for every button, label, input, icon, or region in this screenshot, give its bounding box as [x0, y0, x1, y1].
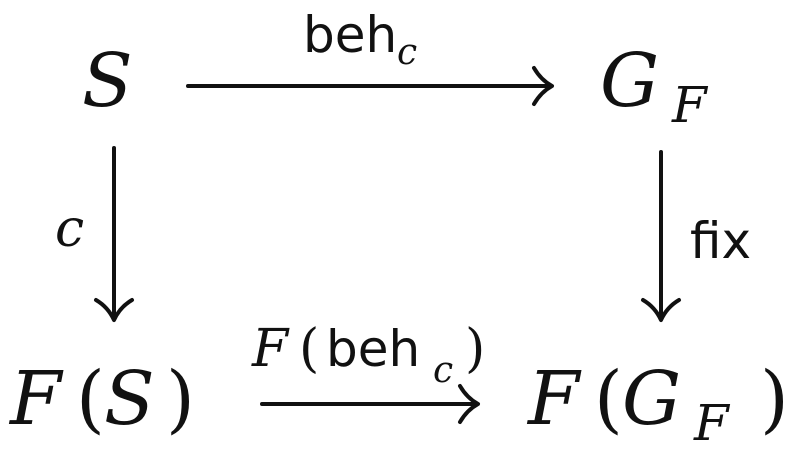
node-top-right: G F	[600, 38, 709, 134]
arrow-right-label: fix	[690, 212, 751, 270]
node-bottom-left-close-paren: )	[166, 356, 195, 442]
arrow-right: fix	[641, 150, 751, 322]
arrow-bottom: F ( beh c )	[251, 319, 485, 424]
arrow-top-label-subscript: c	[397, 32, 417, 73]
node-bottom-left: F ( S )	[8, 356, 195, 442]
arrow-bottom-label-subscript: c	[433, 350, 453, 391]
node-bottom-right-close-paren: )	[760, 356, 789, 442]
node-top-right-symbol: G	[600, 38, 659, 124]
arrow-right-head	[641, 298, 681, 322]
node-bottom-left-function: F	[8, 356, 64, 442]
node-top-right-subscript: F	[671, 76, 709, 134]
node-bottom-right: F ( G F )	[526, 356, 789, 452]
node-bottom-right-argument: G	[622, 356, 681, 442]
arrow-bottom-label-function: F	[251, 319, 290, 379]
arrow-bottom-label-close-paren: )	[465, 319, 485, 379]
node-bottom-right-open-paren: (	[594, 356, 623, 442]
arrow-top: beh c	[186, 6, 554, 106]
arrow-top-head	[532, 66, 554, 106]
node-bottom-right-function: F	[526, 356, 582, 442]
arrow-bottom-label-open-paren: (	[299, 319, 319, 379]
node-bottom-left-open-paren: (	[76, 356, 105, 442]
node-bottom-right-subscript: F	[693, 394, 731, 452]
node-top-left: S	[82, 38, 133, 124]
arrow-bottom-head	[458, 384, 480, 424]
arrow-left-head	[94, 298, 134, 322]
arrow-left-label: c	[55, 199, 84, 259]
arrow-left: c	[55, 146, 134, 322]
node-bottom-left-argument: S	[104, 356, 155, 442]
arrow-top-label: beh	[303, 6, 397, 64]
node-top-left-symbol: S	[82, 38, 133, 124]
arrow-bottom-label: beh	[326, 320, 420, 378]
